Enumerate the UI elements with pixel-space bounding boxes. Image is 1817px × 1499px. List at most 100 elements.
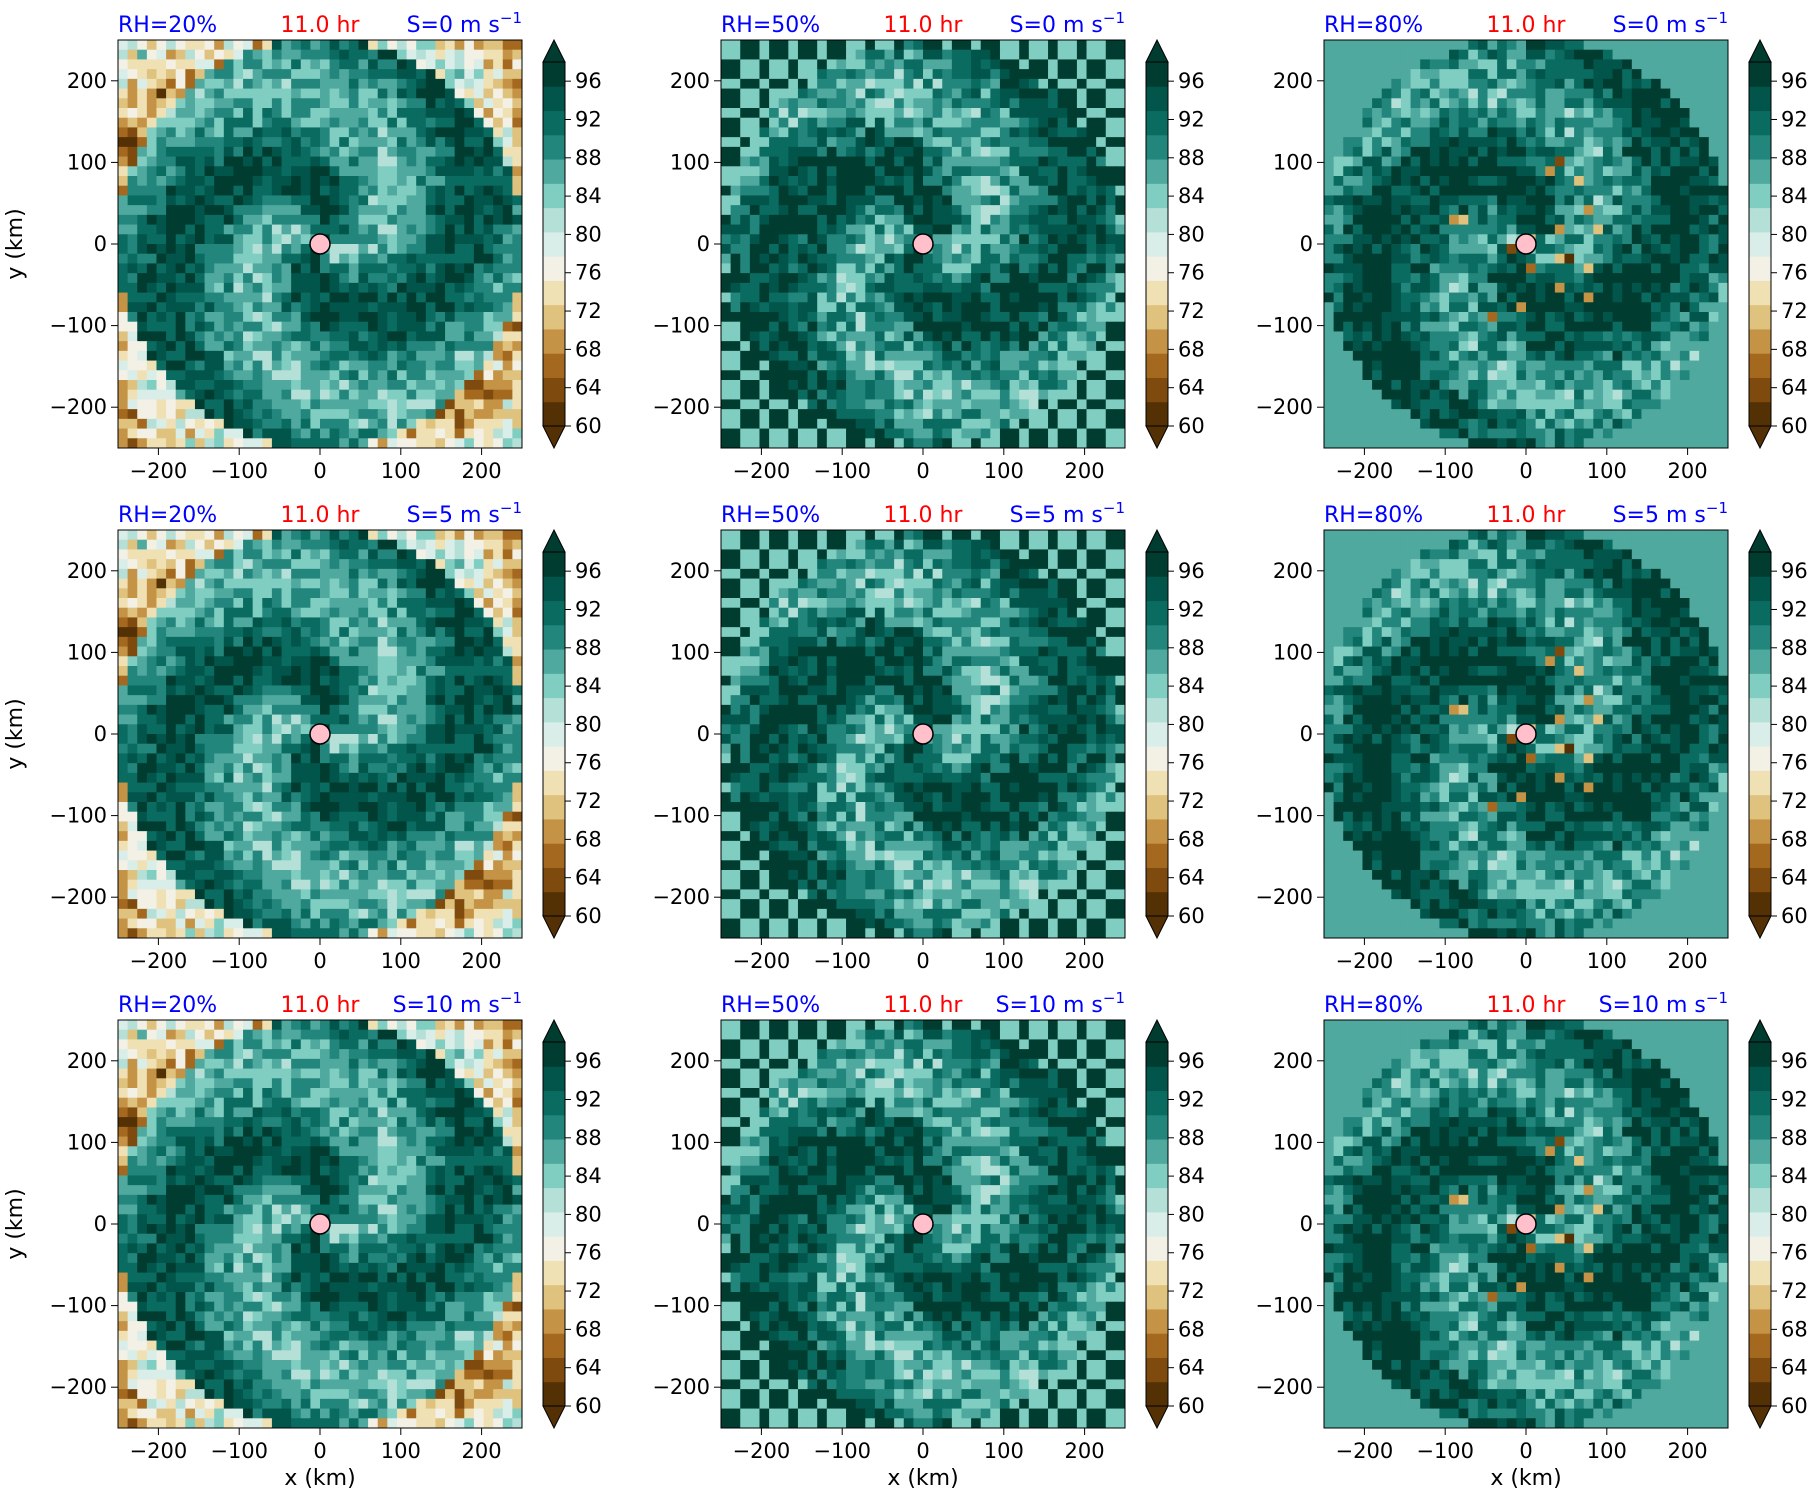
colorbar-tick-label: 88	[575, 146, 602, 170]
colorbar-frame	[1748, 551, 1772, 917]
x-tick-label: −200	[130, 459, 188, 483]
colorbar-segment	[543, 328, 565, 354]
x-tick-label: 100	[1587, 1439, 1627, 1463]
panel-shear-label: S=10 m s−1	[996, 989, 1125, 1018]
colorbar-tick-label: 84	[575, 1164, 602, 1188]
colorbar-segment	[1749, 867, 1771, 893]
x-tick-label: −100	[813, 1439, 871, 1463]
y-tick-label: 100	[67, 640, 107, 664]
colorbar-segment	[1749, 721, 1771, 747]
colorbar-segment	[543, 183, 565, 209]
colorbar-tick-label: 68	[1178, 337, 1205, 361]
colorbar-segment	[543, 649, 565, 674]
y-tick-label: 100	[670, 150, 710, 174]
colorbar-segment	[1146, 624, 1168, 650]
colorbar-tick-label: 68	[1178, 1317, 1205, 1341]
colorbar-extend-min	[1748, 915, 1772, 940]
colorbar-segment	[543, 1357, 565, 1383]
colorbar-tick-label: 60	[1178, 414, 1205, 438]
colorbar-tick-label: 60	[1781, 414, 1808, 438]
colorbar-segment	[1749, 231, 1771, 257]
colorbar: 60 64 68 72 76 80 84 88 92 96	[542, 38, 602, 450]
y-tick-label: 100	[1273, 640, 1313, 664]
colorbar-segment	[1749, 843, 1771, 868]
colorbar-tick-label: 96	[1781, 559, 1808, 583]
colorbar-segment	[1749, 1139, 1771, 1164]
colorbar-frame	[1748, 61, 1772, 427]
colorbar-segment	[1146, 207, 1168, 233]
colorbar-segment	[1146, 159, 1168, 184]
colorbar-tick-label: 60	[575, 1394, 602, 1418]
panel-rh-label: RH=50%	[721, 13, 820, 38]
y-tick-label: 100	[1273, 1130, 1313, 1154]
x-tick-label: 100	[381, 949, 421, 973]
colorbar-segment	[1749, 576, 1771, 602]
y-tick-label: 100	[670, 640, 710, 664]
y-tick-label: 100	[67, 150, 107, 174]
colorbar-segment	[1146, 1090, 1168, 1116]
x-tick-label: 0	[313, 459, 326, 483]
y-tick-label: −100	[652, 1294, 710, 1318]
colorbar-tick-label: 72	[1178, 789, 1205, 813]
colorbar-segment	[1749, 401, 1771, 427]
colorbar-tick-label: 76	[1178, 1241, 1205, 1265]
colorbar-tick-label: 84	[1781, 1164, 1808, 1188]
colorbar-tick-label: 72	[1781, 299, 1808, 323]
colorbar-segment	[1146, 377, 1168, 403]
colorbar-tick-label: 64	[575, 376, 602, 400]
panel-shear-label: S=10 m s−1	[1599, 989, 1728, 1018]
colorbar-segment	[1146, 1211, 1168, 1237]
colorbar-tick-label: 64	[575, 866, 602, 890]
colorbar-tick-label: 96	[1178, 69, 1205, 93]
colorbar-extend-min	[1748, 425, 1772, 450]
colorbar-tick-label: 92	[575, 107, 602, 131]
colorbar-segment	[543, 600, 565, 626]
x-tick-label: 100	[1587, 459, 1627, 483]
y-tick-label: −100	[49, 314, 107, 338]
colorbar-tick-label: 96	[1781, 69, 1808, 93]
colorbar-tick-label: 72	[1178, 299, 1205, 323]
colorbar-tick-label: 64	[575, 1356, 602, 1380]
colorbar-extend-min	[1145, 425, 1169, 450]
colorbar-segment	[543, 746, 565, 771]
panel-9: RH=80% 11.0 hr S=10 m s−1 −200 −100 0 100 200 −2…	[1255, 989, 1807, 1491]
panel-rh-label: RH=80%	[1324, 503, 1423, 528]
x-tick-label: −200	[733, 1439, 791, 1463]
colorbar-segment	[1749, 891, 1771, 917]
colorbar-tick-label: 88	[1781, 636, 1808, 660]
colorbar-segment	[1749, 673, 1771, 699]
panel-time-label: 11.0 hr	[884, 13, 964, 38]
colorbar-segment	[1749, 304, 1771, 330]
colorbar-segment	[543, 86, 565, 112]
x-tick-label: 100	[1587, 949, 1627, 973]
panel-rh-label: RH=20%	[118, 503, 217, 528]
colorbar-tick-label: 88	[1781, 146, 1808, 170]
colorbar-tick-label: 76	[575, 751, 602, 775]
colorbar-extend-max	[542, 1018, 566, 1043]
colorbar-segment	[1146, 1066, 1168, 1092]
colorbar-segment	[1749, 183, 1771, 209]
center-marker	[309, 1213, 331, 1235]
colorbar-segment	[1146, 1042, 1168, 1067]
colorbar-segment	[543, 1308, 565, 1334]
colorbar-tick-label: 68	[1781, 1317, 1808, 1341]
colorbar-tick-label: 60	[1178, 1394, 1205, 1418]
colorbar-tick-label: 92	[575, 1087, 602, 1111]
colorbar-tick-label: 88	[1781, 1126, 1808, 1150]
colorbar-tick-label: 84	[575, 184, 602, 208]
panel-time-label: 11.0 hr	[1487, 503, 1567, 528]
center-marker	[309, 723, 331, 745]
colorbar-segment	[543, 1042, 565, 1067]
colorbar-tick-label: 64	[1178, 376, 1205, 400]
colorbar-segment	[543, 280, 565, 306]
colorbar-segment	[543, 576, 565, 602]
x-tick-label: 100	[984, 459, 1024, 483]
colorbar-segment	[1146, 843, 1168, 868]
colorbar-segment	[543, 770, 565, 796]
panel-rh-label: RH=20%	[118, 993, 217, 1018]
colorbar: 60 64 68 72 76 80 84 88 92 96	[1145, 38, 1205, 450]
colorbar-segment	[1146, 600, 1168, 626]
colorbar-tick-label: 68	[1781, 827, 1808, 851]
colorbar-extend-max	[1748, 1018, 1772, 1043]
colorbar-segment	[1749, 1066, 1771, 1092]
